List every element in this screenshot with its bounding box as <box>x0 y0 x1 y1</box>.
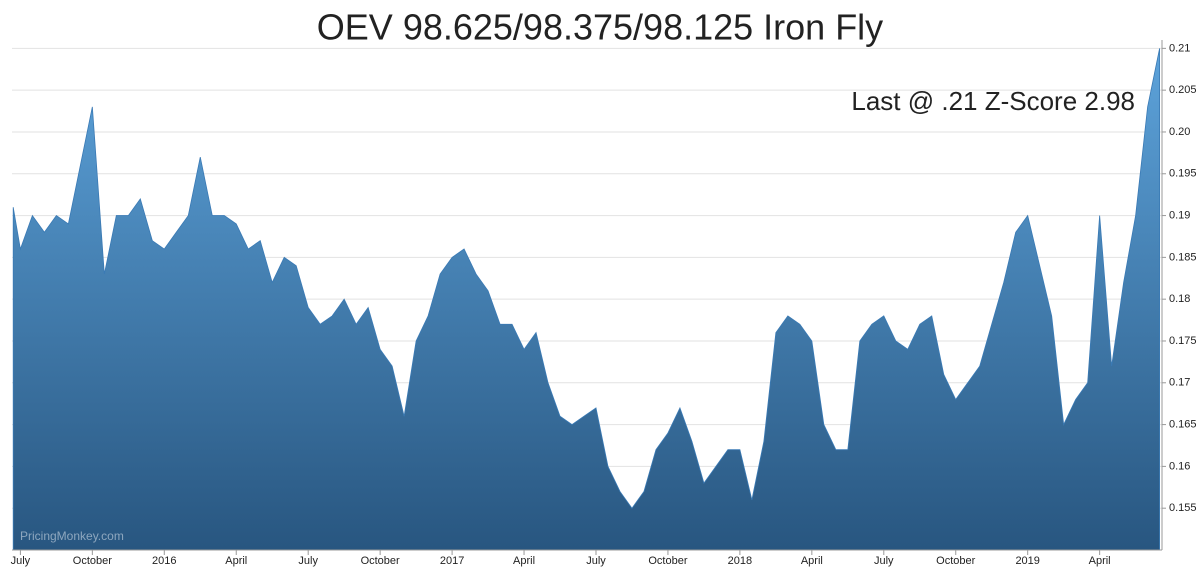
y-tick-label: 0.16 <box>1169 460 1190 472</box>
y-tick-label: 0.185 <box>1169 251 1197 263</box>
y-tick-label: 0.18 <box>1169 293 1190 305</box>
y-tick-label: 0.21 <box>1169 42 1190 54</box>
annotation: Last @ .21 Z-Score 2.98 <box>851 86 1135 116</box>
plot <box>12 48 1160 551</box>
y-tick-label: 0.155 <box>1169 502 1197 514</box>
y-tick-label: 0.195 <box>1169 168 1197 180</box>
x-tick-label: October <box>73 555 112 567</box>
x-tick-label: April <box>225 555 247 567</box>
x-tick-label: 2017 <box>440 555 464 567</box>
x-tick-label: July <box>11 555 31 567</box>
y-tick-label: 0.175 <box>1169 335 1197 347</box>
x-tick-label: October <box>648 555 687 567</box>
area <box>12 48 1160 551</box>
x-tick-label: July <box>298 555 318 567</box>
y-tick-label: 0.19 <box>1169 209 1190 221</box>
y-tick-label: 0.205 <box>1169 84 1197 96</box>
x-tick-label: July <box>586 555 606 567</box>
x-tick-label: 2018 <box>728 555 752 567</box>
x-tick-label: October <box>361 555 400 567</box>
x-tick-label: 2019 <box>1015 555 1039 567</box>
x-tick-label: 2016 <box>152 555 176 567</box>
y-tick-label: 0.20 <box>1169 126 1190 138</box>
x-tick-label: April <box>1089 555 1111 567</box>
y-tick-label: 0.165 <box>1169 418 1197 430</box>
labels: 0.155 0.16 0.165 0.17 0.175 0.18 0.185 0.19 0.19… <box>11 40 1197 567</box>
x-tick-label: April <box>513 555 535 567</box>
x-tick-label: July <box>874 555 894 567</box>
x-tick-label: October <box>936 555 975 567</box>
chart-title: OEV 98.625/98.375/98.125 Iron Fly <box>317 7 883 48</box>
y-tick-label: 0.17 <box>1169 377 1190 389</box>
watermark: PricingMonkey.com <box>20 529 124 543</box>
x-tick-label: April <box>801 555 823 567</box>
